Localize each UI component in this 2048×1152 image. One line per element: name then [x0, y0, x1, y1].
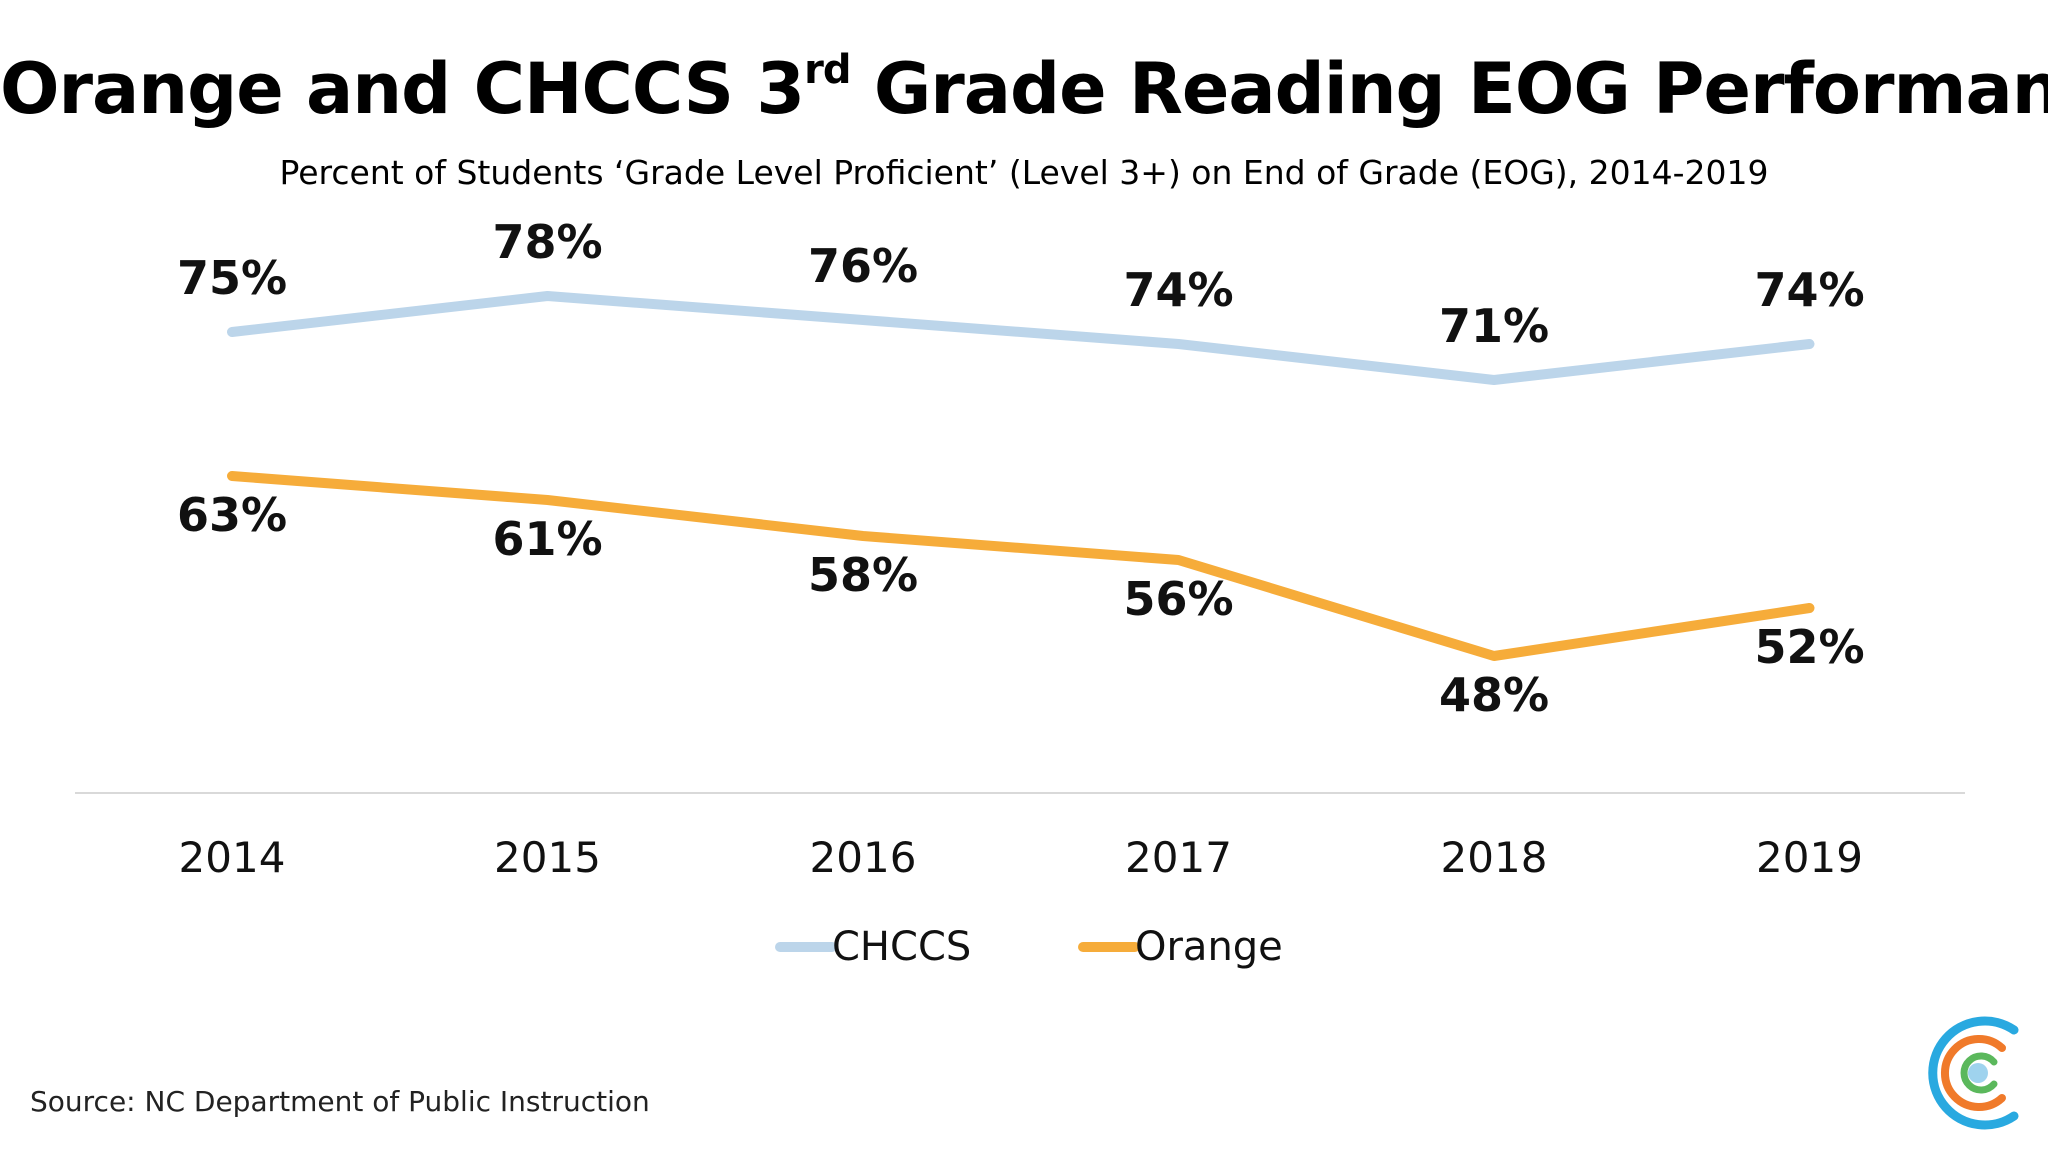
x-tick-label: 2018 — [1441, 833, 1548, 882]
chart-subtitle: Percent of Students ‘Grade Level Profici… — [279, 153, 1769, 192]
series-line-orange — [227, 471, 1815, 661]
logo-center-dot — [1968, 1063, 1988, 1083]
data-label: 48% — [1439, 668, 1549, 722]
data-label: 76% — [808, 239, 918, 293]
source-note: Source: NC Department of Public Instruct… — [30, 1085, 650, 1118]
data-label: 71% — [1439, 299, 1549, 353]
data-label: 63% — [177, 488, 287, 542]
logo-middle-arc — [1941, 1035, 2006, 1111]
data-label: 75% — [177, 251, 287, 305]
legend-label-orange: Orange — [1135, 924, 1283, 970]
data-label: 52% — [1754, 620, 1864, 674]
concentric-c-logo-icon — [1928, 1016, 2019, 1130]
logo-inner-arc — [1960, 1052, 1998, 1094]
chart-title: Orange and CHCCS 3rd Grade Reading EOG P… — [0, 46, 2048, 130]
data-label: 74% — [1754, 263, 1864, 317]
x-tick-label: 2017 — [1125, 833, 1232, 882]
legend-label-chccs: CHCCS — [832, 924, 971, 970]
x-tick-label: 2019 — [1756, 833, 1863, 882]
data-label: 78% — [492, 215, 602, 269]
series-line-chccs — [227, 291, 1815, 385]
logo-outer-arc — [1928, 1016, 2019, 1130]
data-label: 61% — [492, 512, 602, 566]
data-label: 56% — [1123, 572, 1233, 626]
x-tick-label: 2016 — [810, 833, 917, 882]
x-tick-label: 2014 — [179, 833, 286, 882]
data-label: 74% — [1123, 263, 1233, 317]
x-tick-label: 2015 — [494, 833, 601, 882]
data-label: 58% — [808, 548, 918, 602]
